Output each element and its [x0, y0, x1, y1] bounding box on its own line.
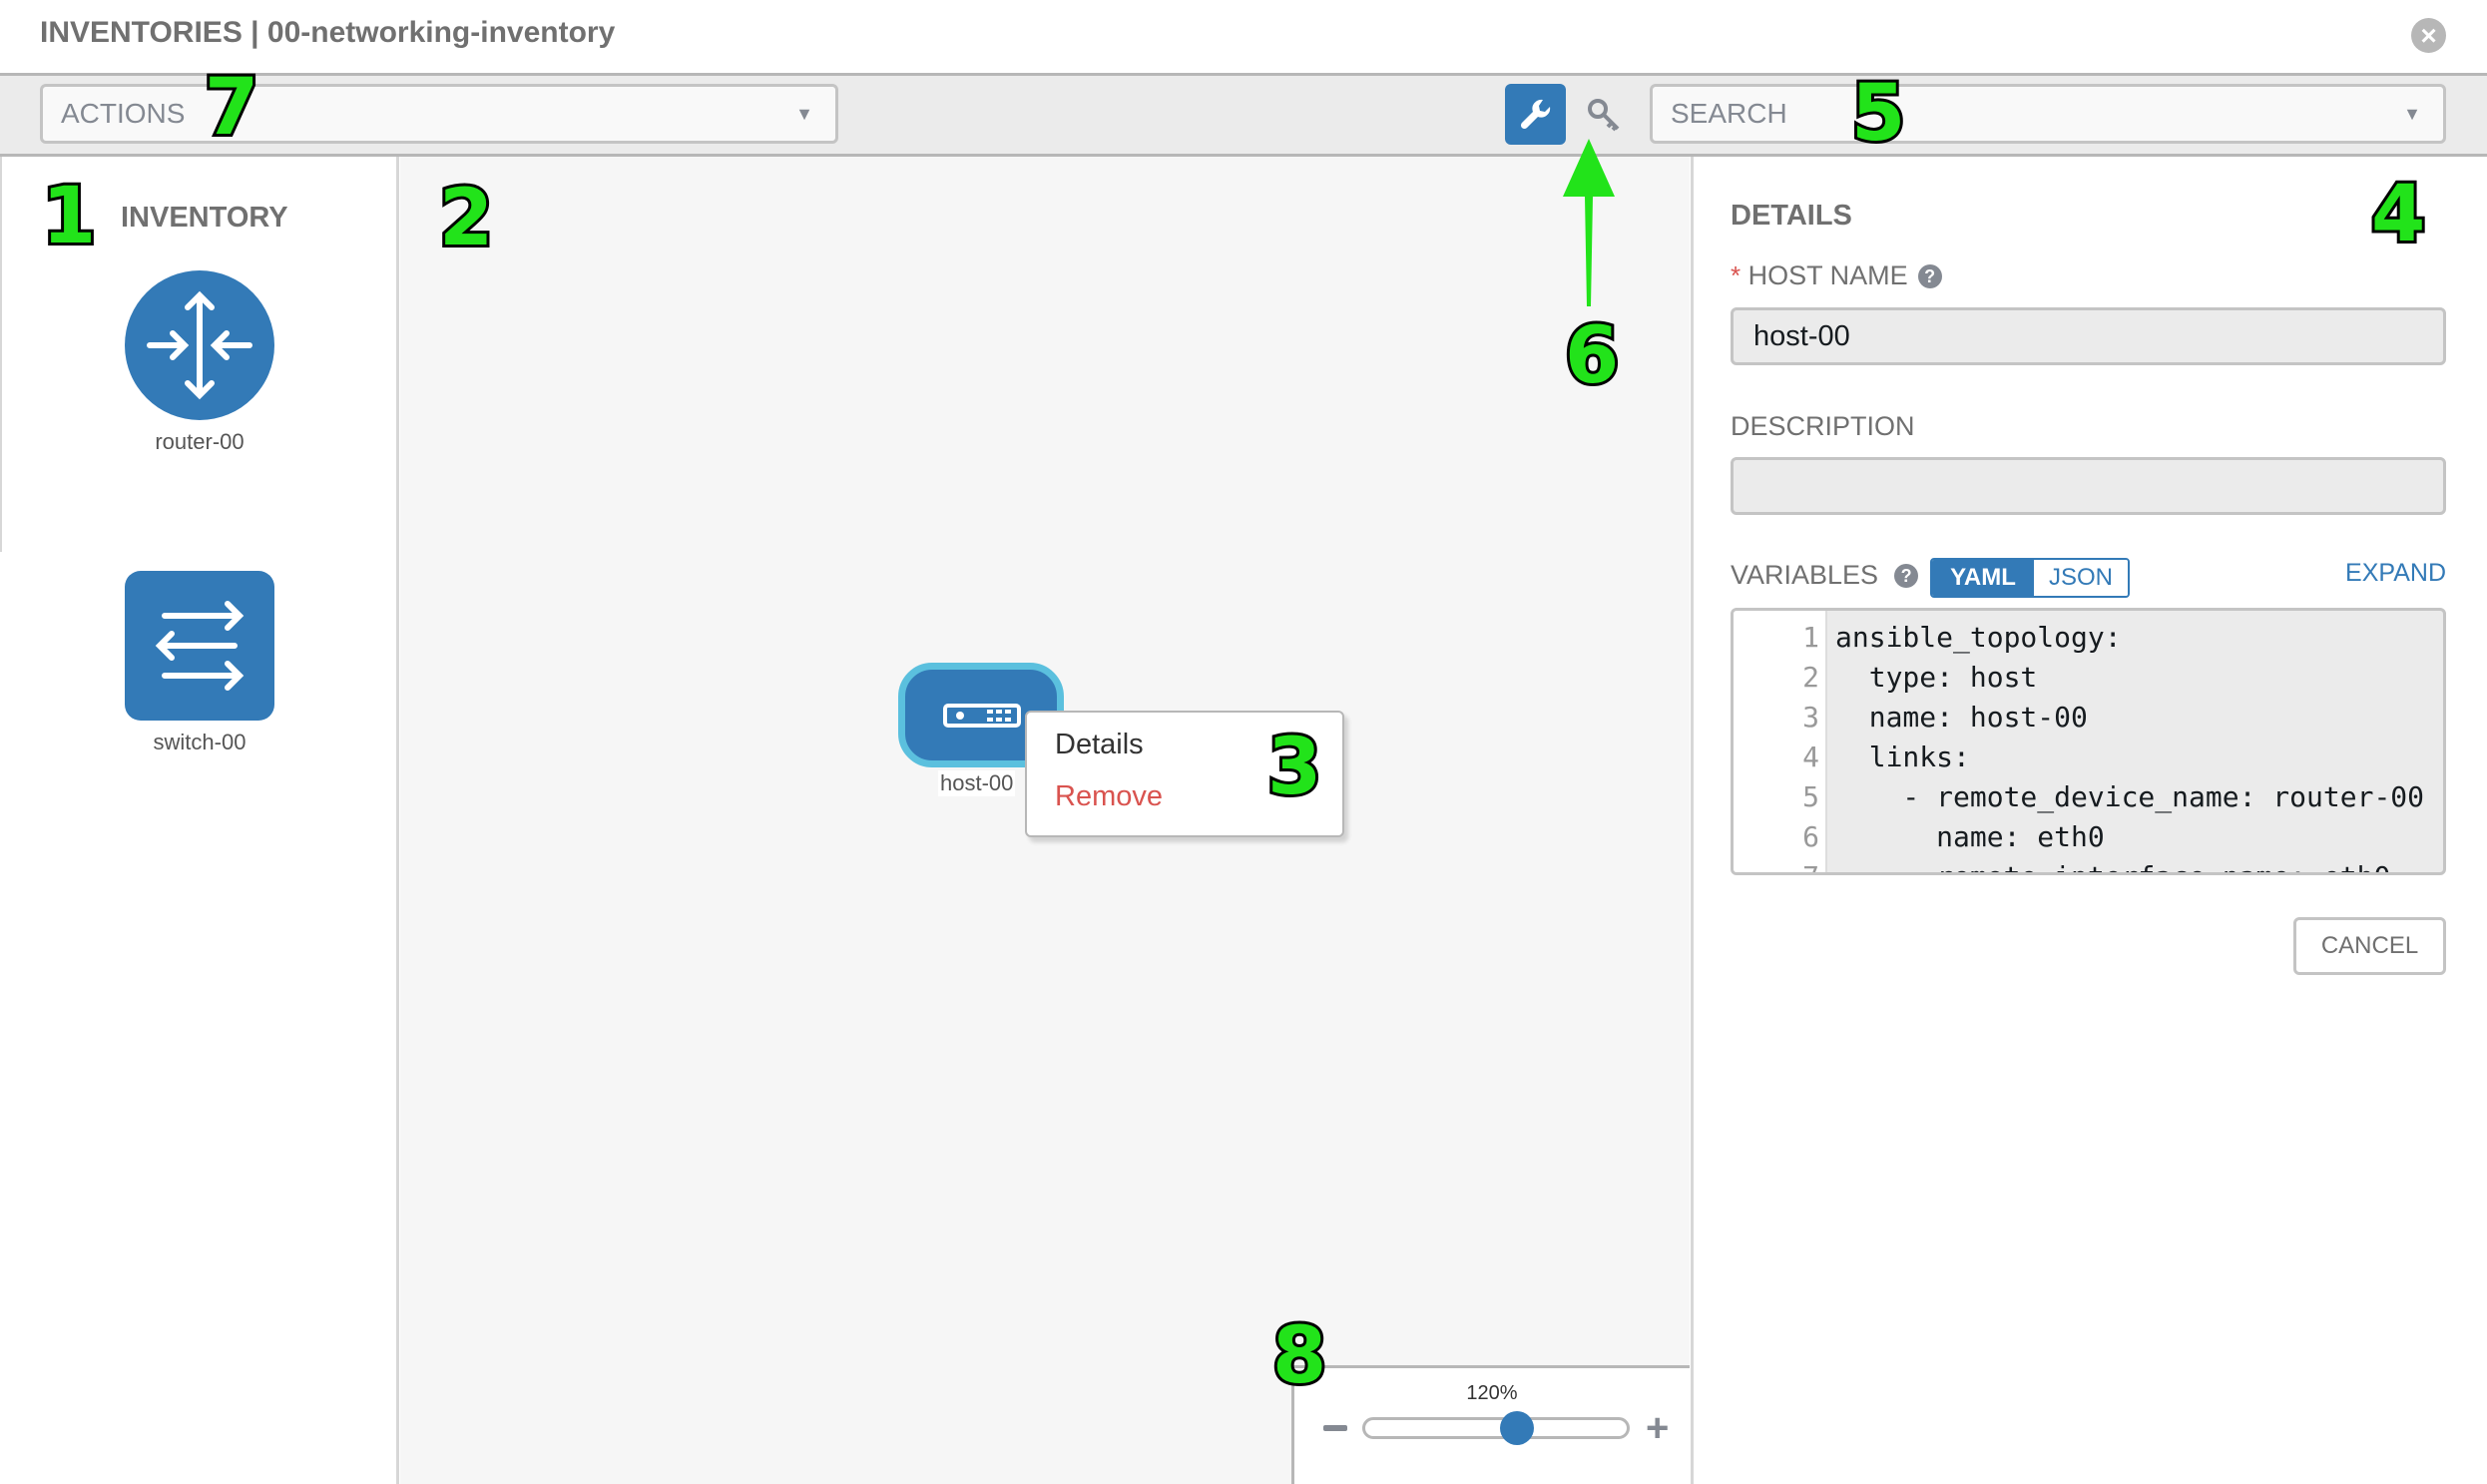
- menu-item-details[interactable]: Details: [1055, 729, 1144, 760]
- help-icon[interactable]: ?: [1917, 264, 1942, 288]
- host-icon: [943, 704, 1021, 728]
- key-icon[interactable]: [1585, 96, 1625, 136]
- annotation-4: 4: [2368, 170, 2428, 259]
- line-number: 5: [1802, 780, 1819, 813]
- actions-dropdown[interactable]: ACTIONS ▼: [40, 84, 838, 144]
- code-line: type: host: [1835, 661, 2038, 694]
- variables-editor[interactable]: 1 ansible_topology: 2 type: host 3 name: ho…: [1731, 608, 2446, 875]
- zoom-value: 120%: [1466, 1382, 1518, 1404]
- host-name-label-text: HOST NAME: [1747, 260, 1908, 290]
- context-menu: Details Remove: [1025, 711, 1344, 837]
- line-number: 2: [1802, 661, 1819, 694]
- code-line: - remote_device_name: router-00: [1835, 780, 2425, 813]
- description-input[interactable]: [1731, 457, 2446, 515]
- search-placeholder: SEARCH: [1671, 98, 1787, 129]
- zoom-slider[interactable]: [1362, 1417, 1630, 1439]
- details-title: DETAILS: [1731, 200, 1852, 232]
- line-number: 1: [1802, 621, 1819, 654]
- line-number: 3: [1802, 701, 1819, 734]
- wrench-icon[interactable]: [1505, 84, 1566, 145]
- chevron-down-icon: ▼: [2403, 104, 2421, 124]
- annotation-5: 5: [1848, 69, 1908, 159]
- annotation-2: 2: [436, 174, 496, 263]
- switch-icon[interactable]: [125, 571, 274, 721]
- host-name-input[interactable]: host-00: [1731, 307, 2446, 365]
- page-title: INVENTORIES | 00-networking-inventory: [40, 16, 616, 49]
- yaml-toggle[interactable]: YAML: [1932, 560, 2034, 596]
- variables-label: VARIABLES?: [1731, 560, 1919, 591]
- line-number: 7: [1734, 860, 1819, 872]
- zoom-out-icon[interactable]: [1323, 1425, 1347, 1431]
- annotation-1: 1: [39, 172, 99, 261]
- router-label: router-00: [155, 429, 245, 454]
- code-line: remote_interface_name: eth0: [1835, 860, 2390, 872]
- description-label: DESCRIPTION: [1731, 411, 1915, 441]
- search-dropdown[interactable]: SEARCH ▼: [1650, 84, 2446, 144]
- annotation-3: 3: [1264, 723, 1324, 812]
- help-icon[interactable]: ?: [1894, 564, 1919, 588]
- code-line: ansible_topology:: [1835, 621, 2122, 654]
- zoom-slider-thumb[interactable]: [1500, 1411, 1535, 1445]
- router-icon[interactable]: [125, 270, 274, 420]
- format-toggle: YAML JSON: [1930, 558, 2130, 598]
- line-number-gutter: [1734, 611, 1827, 872]
- annotation-arrow: [1563, 139, 1615, 306]
- line-number: 4: [1802, 741, 1819, 773]
- close-icon[interactable]: ×: [2411, 18, 2446, 53]
- annotation-6: 6: [1562, 311, 1622, 401]
- code-line: name: eth0: [1835, 820, 2105, 853]
- annotation-8: 8: [1269, 1311, 1329, 1401]
- zoom-control: 120% +: [1291, 1365, 1690, 1484]
- code-line: links:: [1835, 741, 1970, 773]
- annotation-7: 7: [202, 63, 261, 153]
- host-node-label: host-00: [938, 770, 1016, 796]
- line-number: 6: [1802, 820, 1819, 853]
- expand-link[interactable]: EXPAND: [2345, 559, 2446, 587]
- json-toggle[interactable]: JSON: [2034, 560, 2128, 596]
- menu-item-remove[interactable]: Remove: [1055, 780, 1163, 812]
- divider: [0, 157, 2, 552]
- zoom-in-icon[interactable]: +: [1646, 1406, 1670, 1450]
- code-line: name: host-00: [1835, 701, 2088, 734]
- cancel-button[interactable]: CANCEL: [2293, 917, 2446, 975]
- host-name-label: * HOST NAME?: [1731, 260, 1942, 291]
- chevron-down-icon: ▼: [795, 104, 813, 124]
- sidebar-title: INVENTORY: [121, 202, 288, 234]
- switch-label: switch-00: [153, 730, 247, 754]
- required-mark: *: [1731, 260, 1741, 290]
- actions-placeholder: ACTIONS: [61, 98, 186, 129]
- variables-label-text: VARIABLES: [1731, 560, 1879, 590]
